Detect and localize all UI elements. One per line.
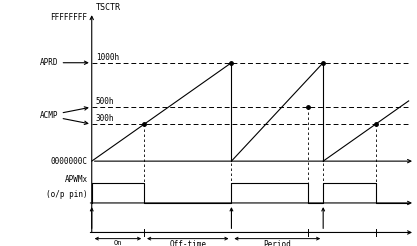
Text: 500h: 500h	[96, 97, 114, 106]
Text: FFFFFFFF: FFFFFFFF	[50, 13, 88, 22]
Text: Period: Period	[264, 240, 291, 246]
Text: On
time: On time	[109, 240, 126, 246]
Text: APRD: APRD	[40, 58, 58, 67]
Text: TSCTR: TSCTR	[96, 3, 121, 12]
Text: ACMP: ACMP	[40, 111, 58, 120]
Text: 300h: 300h	[96, 114, 114, 123]
Text: (o/p pin): (o/p pin)	[46, 190, 88, 199]
Text: 1000h: 1000h	[96, 52, 119, 62]
Text: 0000000C: 0000000C	[50, 157, 88, 166]
Text: Off-time: Off-time	[169, 240, 206, 246]
Text: APWMx: APWMx	[65, 175, 88, 184]
